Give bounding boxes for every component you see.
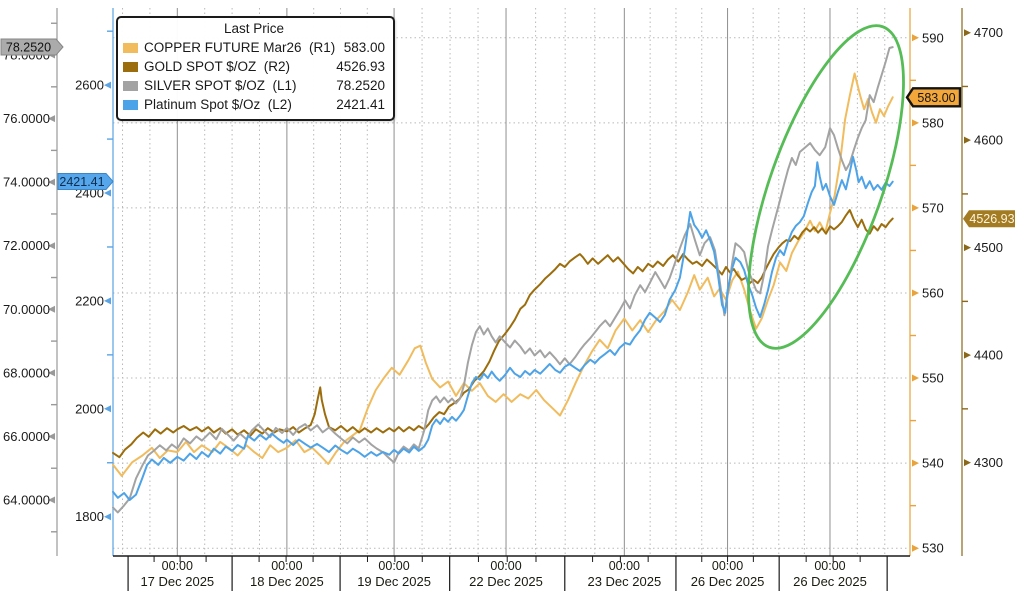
copper-swatch-icon <box>123 42 138 53</box>
date-label: 26 Dec 2025 <box>793 574 867 589</box>
date-label: 19 Dec 2025 <box>357 574 431 589</box>
time-label: 00:00 <box>814 559 845 573</box>
last-price-badge-copper <box>905 87 962 108</box>
gold-axis-tick-arrow <box>964 459 971 467</box>
platinum-swatch-icon <box>123 99 138 110</box>
legend-item-copper[interactable]: COPPER FUTURE Mar26 (R1) 583.00 <box>123 38 385 57</box>
platinum-axis-tick-arrow <box>104 513 111 521</box>
badge-value: 78.2520 <box>6 41 51 55</box>
legend-label: Platinum Spot $/Oz (L2) <box>144 97 292 112</box>
copper-axis-tick-arrow <box>912 459 919 467</box>
date-label: 23 Dec 2025 <box>587 574 661 589</box>
gold-axis-tick-label: 4600 <box>974 133 1003 148</box>
legend-label: COPPER FUTURE Mar26 (R1) <box>144 40 336 55</box>
silver-swatch-icon <box>123 80 138 91</box>
annotation-ellipse <box>747 24 905 350</box>
legend-value: 583.00 <box>343 40 385 55</box>
silver-axis-tick-label: 66.0000 <box>3 429 50 444</box>
platinum-axis-tick-label: 2000 <box>75 401 104 416</box>
copper-axis-tick-label: 590 <box>922 30 944 45</box>
time-label: 00:00 <box>490 559 521 573</box>
badge-value: 4526.93 <box>969 212 1014 226</box>
silver-axis-tick-arrow <box>48 115 55 123</box>
time-label: 00:00 <box>378 559 409 573</box>
silver-axis-tick-label: 76.0000 <box>3 111 50 126</box>
time-label: 00:00 <box>609 559 640 573</box>
legend-value: 4526.93 <box>336 59 385 74</box>
last-price-badge-silver <box>0 38 64 56</box>
legend-item-platinum[interactable]: Platinum Spot $/Oz (L2) 2421.41 <box>123 95 385 114</box>
platinum-axis-tick-arrow <box>104 405 111 413</box>
silver-axis-tick-label: 68.0000 <box>3 365 50 380</box>
series-line-platinum <box>112 155 894 501</box>
date-label: 26 Dec 2025 <box>691 574 765 589</box>
gold-axis-tick-label: 4400 <box>974 348 1003 363</box>
gold-axis-tick-arrow <box>964 351 971 359</box>
badge-value: 583.00 <box>917 91 955 105</box>
silver-axis-tick-arrow <box>48 305 55 313</box>
legend-value: 2421.41 <box>336 97 385 112</box>
date-label: 22 Dec 2025 <box>469 574 543 589</box>
series-line-copper <box>112 72 894 477</box>
silver-axis-tick-label: 72.0000 <box>3 238 50 253</box>
platinum-axis-tick-arrow <box>104 189 111 197</box>
copper-axis-tick-label: 570 <box>922 200 944 215</box>
copper-axis-tick-arrow <box>912 204 919 212</box>
legend-item-gold[interactable]: GOLD SPOT $/OZ (R2) 4526.93 <box>123 57 385 76</box>
gold-axis-tick-arrow <box>964 244 971 252</box>
legend-value: 78.2520 <box>336 78 385 93</box>
time-label: 00:00 <box>712 559 743 573</box>
platinum-axis-tick-arrow <box>104 297 111 305</box>
copper-axis-tick-arrow <box>912 374 919 382</box>
gold-swatch-icon <box>123 61 138 72</box>
platinum-axis-tick-label: 2600 <box>75 78 104 93</box>
platinum-axis-tick-label: 1800 <box>75 509 104 524</box>
silver-axis-tick-arrow <box>48 432 55 440</box>
legend-label: GOLD SPOT $/OZ (R2) <box>144 59 291 74</box>
series-line-gold <box>112 209 894 459</box>
badge-value: 2421.41 <box>59 175 104 189</box>
platinum-axis-tick-label: 2200 <box>75 293 104 308</box>
copper-axis-tick-arrow <box>912 119 919 127</box>
copper-axis-tick-label: 530 <box>922 541 944 556</box>
legend-label: SILVER SPOT $/OZ (L1) <box>144 78 297 93</box>
copper-axis-tick-label: 550 <box>922 371 944 386</box>
copper-axis-tick-label: 540 <box>922 456 944 471</box>
date-label: 17 Dec 2025 <box>140 574 214 589</box>
gold-axis-tick-label: 4500 <box>974 240 1003 255</box>
silver-axis-tick-label: 64.0000 <box>3 493 50 508</box>
legend-item-silver[interactable]: SILVER SPOT $/OZ (L1) 78.2520 <box>123 76 385 95</box>
silver-axis-tick-arrow <box>48 369 55 377</box>
silver-axis-tick-arrow <box>48 242 55 250</box>
date-label: 18 Dec 2025 <box>250 574 324 589</box>
last-price-badge-platinum <box>57 172 114 190</box>
copper-axis-tick-label: 560 <box>922 285 944 300</box>
time-label: 00:00 <box>162 559 193 573</box>
silver-axis-tick-arrow <box>48 178 55 186</box>
gold-axis-tick-arrow <box>964 29 971 37</box>
silver-axis-tick-label: 70.0000 <box>3 302 50 317</box>
last-price-badge-gold <box>963 210 1015 228</box>
gold-axis-tick-arrow <box>964 136 971 144</box>
copper-axis-tick-arrow <box>912 34 919 42</box>
gold-axis-tick-label: 4700 <box>974 25 1003 40</box>
copper-axis-tick-arrow <box>912 544 919 552</box>
silver-axis-tick-label: 74.0000 <box>3 175 50 190</box>
silver-axis-tick-arrow <box>48 496 55 504</box>
legend-box[interactable]: Last Price COPPER FUTURE Mar26 (R1) 583.… <box>116 16 395 121</box>
gold-axis-tick-label: 4300 <box>974 455 1003 470</box>
time-label: 00:00 <box>271 559 302 573</box>
legend-title: Last Price <box>223 21 285 36</box>
platinum-axis-tick-arrow <box>104 81 111 89</box>
copper-axis-tick-arrow <box>912 289 919 297</box>
copper-axis-tick-label: 580 <box>922 115 944 130</box>
